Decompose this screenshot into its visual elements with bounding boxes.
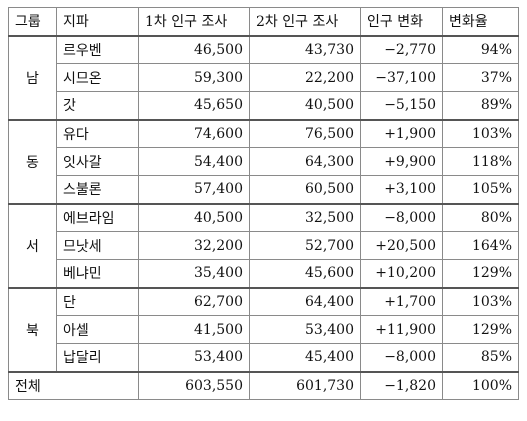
tribe-name: 아셀 bbox=[56, 315, 139, 344]
tribe-name: 시므온 bbox=[56, 63, 139, 92]
change-value: +1,900 bbox=[360, 119, 443, 148]
first-census-value: 40,500 bbox=[138, 203, 250, 232]
group-label: 동 bbox=[8, 119, 57, 205]
change-value: +1,700 bbox=[360, 287, 443, 316]
header-tribe: 지파 bbox=[56, 7, 139, 37]
rate-value: 129% bbox=[442, 315, 519, 344]
total-label: 전체 bbox=[8, 371, 139, 400]
rate-value: 103% bbox=[442, 287, 519, 316]
table-row: 북 단 62,700 64,400 +1,700 103% bbox=[8, 287, 519, 373]
second-census-value: 40,500 bbox=[249, 91, 361, 121]
table-row: 남 르우벤 46,500 43,730 −2,770 94% bbox=[8, 35, 519, 121]
second-census-value: 53,400 bbox=[249, 315, 361, 344]
rate-value: 118% bbox=[442, 147, 519, 176]
rate-value: 105% bbox=[442, 175, 519, 205]
table-row: 아셀 41,500 53,400 +11,900 129% bbox=[9, 315, 519, 344]
first-census-value: 41,500 bbox=[138, 315, 250, 344]
first-census-value: 74,600 bbox=[138, 119, 250, 148]
rate-value: 37% bbox=[442, 63, 519, 92]
header-first-census: 1차 인구 조사 bbox=[138, 7, 250, 37]
tribe-name: 베냐민 bbox=[56, 259, 139, 289]
table-row: 동 유다 74,600 76,500 +1,900 103% bbox=[8, 119, 519, 205]
second-census-value: 60,500 bbox=[249, 175, 361, 205]
second-census-value: 64,300 bbox=[249, 147, 361, 176]
rate-value: 164% bbox=[442, 231, 519, 260]
second-census-value: 52,700 bbox=[249, 231, 361, 260]
change-value: +9,900 bbox=[360, 147, 443, 176]
first-census-value: 45,650 bbox=[138, 91, 250, 121]
first-census-value: 35,400 bbox=[138, 259, 250, 289]
second-census-value: 76,500 bbox=[249, 119, 361, 148]
group-label: 남 bbox=[8, 35, 57, 121]
change-value: −8,000 bbox=[360, 203, 443, 232]
tribe-name: 단 bbox=[56, 287, 139, 316]
table-row: 시므온 59,300 22,200 −37,100 37% bbox=[9, 63, 519, 92]
header-population-change: 인구 변화 bbox=[360, 7, 443, 37]
total-first-census: 603,550 bbox=[138, 371, 250, 400]
total-row: 전체 603,550 601,730 −1,820 100% bbox=[8, 371, 519, 400]
total-second-census: 601,730 bbox=[249, 371, 361, 400]
second-census-value: 32,500 bbox=[249, 203, 361, 232]
change-value: +10,200 bbox=[360, 259, 443, 289]
first-census-value: 46,500 bbox=[138, 35, 250, 64]
rate-value: 129% bbox=[442, 259, 519, 289]
tribe-name: 스불론 bbox=[56, 175, 139, 205]
second-census-value: 64,400 bbox=[249, 287, 361, 316]
table-row: 납달리 53,400 45,400 −8,000 85% bbox=[9, 343, 519, 373]
table-row: 스불론 57,400 60,500 +3,100 105% bbox=[9, 175, 519, 205]
header-change-rate: 변화율 bbox=[442, 7, 519, 37]
tribe-name: 유다 bbox=[56, 119, 139, 148]
change-value: −8,000 bbox=[360, 343, 443, 373]
first-census-value: 54,400 bbox=[138, 147, 250, 176]
tribe-name: 르우벤 bbox=[56, 35, 139, 64]
header-second-census: 2차 인구 조사 bbox=[249, 7, 361, 37]
total-change: −1,820 bbox=[360, 371, 443, 400]
second-census-value: 45,600 bbox=[249, 259, 361, 289]
first-census-value: 62,700 bbox=[138, 287, 250, 316]
rate-value: 94% bbox=[442, 35, 519, 64]
rate-value: 80% bbox=[442, 203, 519, 232]
table-row: 므낫세 32,200 52,700 +20,500 164% bbox=[9, 231, 519, 260]
change-value: −37,100 bbox=[360, 63, 443, 92]
tribe-name: 므낫세 bbox=[56, 231, 139, 260]
tribe-name: 에브라임 bbox=[56, 203, 139, 232]
group-label: 북 bbox=[8, 287, 57, 373]
first-census-value: 57,400 bbox=[138, 175, 250, 205]
tribe-name: 갓 bbox=[56, 91, 139, 121]
tribe-name: 잇사갈 bbox=[56, 147, 139, 176]
tribe-name: 납달리 bbox=[56, 343, 139, 373]
first-census-value: 32,200 bbox=[138, 231, 250, 260]
change-value: +20,500 bbox=[360, 231, 443, 260]
second-census-value: 45,400 bbox=[249, 343, 361, 373]
second-census-value: 22,200 bbox=[249, 63, 361, 92]
header-row: 그룹 지파 1차 인구 조사 2차 인구 조사 인구 변화 변화율 bbox=[8, 7, 519, 37]
rate-value: 103% bbox=[442, 119, 519, 148]
rate-value: 89% bbox=[442, 91, 519, 121]
table-row: 베냐민 35,400 45,600 +10,200 129% bbox=[9, 259, 519, 289]
change-value: −2,770 bbox=[360, 35, 443, 64]
table-row: 잇사갈 54,400 64,300 +9,900 118% bbox=[9, 147, 519, 176]
group-label: 서 bbox=[8, 203, 57, 289]
total-rate: 100% bbox=[442, 371, 519, 400]
change-value: −5,150 bbox=[360, 91, 443, 121]
rate-value: 85% bbox=[442, 343, 519, 373]
change-value: +11,900 bbox=[360, 315, 443, 344]
first-census-value: 59,300 bbox=[138, 63, 250, 92]
second-census-value: 43,730 bbox=[249, 35, 361, 64]
first-census-value: 53,400 bbox=[138, 343, 250, 373]
header-group: 그룹 bbox=[8, 7, 57, 37]
change-value: +3,100 bbox=[360, 175, 443, 205]
table-row: 서 에브라임 40,500 32,500 −8,000 80% bbox=[8, 203, 519, 289]
census-table: 그룹 지파 1차 인구 조사 2차 인구 조사 인구 변화 변화율 남 르우벤 … bbox=[8, 7, 519, 400]
table-row: 갓 45,650 40,500 −5,150 89% bbox=[9, 91, 519, 121]
